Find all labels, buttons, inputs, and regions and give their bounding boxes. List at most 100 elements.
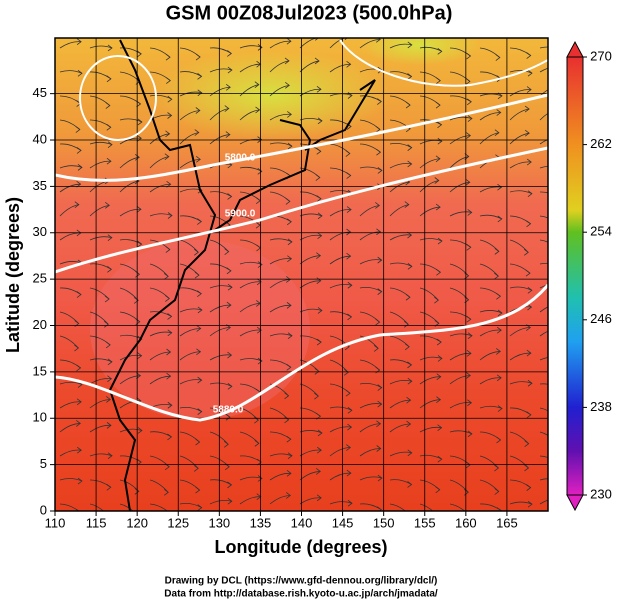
streamline-arrow (254, 81, 260, 88)
streamline-arrow (284, 416, 290, 424)
streamline (269, 238, 293, 243)
streamline-arrow (316, 446, 322, 454)
streamline-arrow (257, 261, 263, 268)
streamline-arrow (404, 343, 410, 351)
streamline (239, 84, 259, 97)
streamline (179, 158, 201, 169)
streamline-arrow (554, 441, 558, 447)
streamline-arrow (467, 399, 473, 407)
streamline-arrow (347, 281, 353, 289)
streamline-arrow (407, 361, 413, 369)
streamline-arrow (375, 38, 381, 43)
streamline-arrow (193, 465, 199, 472)
streamline-arrow (465, 78, 471, 85)
streamline-arrow (346, 228, 352, 236)
streamline (449, 135, 471, 145)
streamline (509, 70, 533, 74)
streamline-arrow (136, 372, 142, 379)
streamline-arrow (405, 293, 411, 301)
streamline (329, 38, 346, 49)
streamline-arrow (436, 373, 442, 381)
streamline-arrow (558, 281, 562, 287)
streamline-arrow (467, 430, 473, 438)
streamline-arrow (255, 106, 261, 114)
streamline-arrow (467, 209, 473, 216)
streamline (539, 455, 548, 458)
streamline-arrow (524, 440, 530, 448)
streamline (149, 375, 171, 385)
streamline-arrow (494, 488, 500, 495)
streamline (419, 399, 441, 409)
streamline-arrow (197, 306, 203, 314)
streamline-arrow (76, 38, 82, 46)
streamline-arrow (494, 248, 500, 255)
streamline (479, 310, 503, 314)
credit: Data from http://database.rish.kyoto-u.a… (164, 589, 438, 600)
streamline-arrow (404, 201, 410, 208)
streamline-arrow (226, 301, 232, 309)
streamline-arrow (284, 57, 290, 65)
x-tick-label: 120 (126, 515, 148, 530)
streamline-arrow (194, 129, 200, 136)
streamline-arrow (286, 363, 292, 371)
streamline (59, 449, 82, 457)
streamline (239, 496, 261, 505)
streamline-arrow (105, 341, 111, 349)
streamline (329, 501, 353, 505)
streamline (539, 383, 548, 385)
streamline-arrow (286, 218, 292, 226)
streamline-arrow (165, 246, 171, 253)
x-tick-label: 125 (167, 515, 189, 530)
streamline (359, 476, 383, 481)
streamline-arrow (227, 283, 233, 291)
streamline-arrow (314, 38, 319, 41)
streamline-arrow (107, 358, 113, 366)
streamline (89, 503, 105, 511)
streamline (209, 86, 231, 97)
y-tick-label: 30 (33, 224, 47, 239)
streamline-arrow (196, 325, 202, 332)
streamline-arrow (466, 132, 471, 139)
y-tick-label: 20 (33, 317, 47, 332)
streamline-arrow (527, 500, 533, 508)
streamline-arrow (347, 313, 353, 321)
streamline-arrow (225, 413, 231, 421)
streamline-arrow (197, 290, 202, 297)
streamline-arrow (496, 436, 502, 444)
streamline-arrow (195, 486, 201, 494)
field-patch (90, 240, 310, 420)
coastline (214, 119, 312, 231)
streamline (89, 399, 111, 409)
streamline-arrow (197, 73, 203, 80)
streamline-arrow (223, 441, 229, 448)
streamline-arrow (316, 468, 321, 475)
streamline-arrow (555, 106, 559, 112)
streamline (539, 284, 548, 289)
streamline-arrow (256, 458, 262, 466)
streamline-arrow (76, 446, 82, 454)
streamline-arrow (255, 221, 261, 229)
streamline (449, 181, 470, 193)
field-patch (360, 38, 480, 65)
streamline-arrow (227, 193, 233, 200)
streamline-arrow (557, 134, 561, 140)
streamline-arrow (106, 157, 112, 165)
streamline-arrow (406, 420, 412, 428)
streamline (449, 211, 472, 217)
streamline (329, 447, 351, 457)
streamline (119, 208, 141, 217)
streamline-arrow (527, 379, 533, 387)
streamline-arrow (257, 475, 263, 482)
streamline (119, 156, 140, 169)
streamline-arrow (167, 212, 173, 219)
streamline-arrow (347, 406, 353, 414)
streamline (149, 351, 171, 361)
streamline-arrow (496, 292, 502, 300)
y-tick-label: 0 (40, 502, 47, 517)
streamline-arrow (437, 355, 443, 362)
streamline-arrow (286, 492, 291, 499)
streamline (119, 428, 143, 433)
x-tick-label: 115 (86, 515, 107, 530)
streamline-arrow (287, 452, 293, 460)
y-tick-label: 40 (33, 131, 47, 146)
